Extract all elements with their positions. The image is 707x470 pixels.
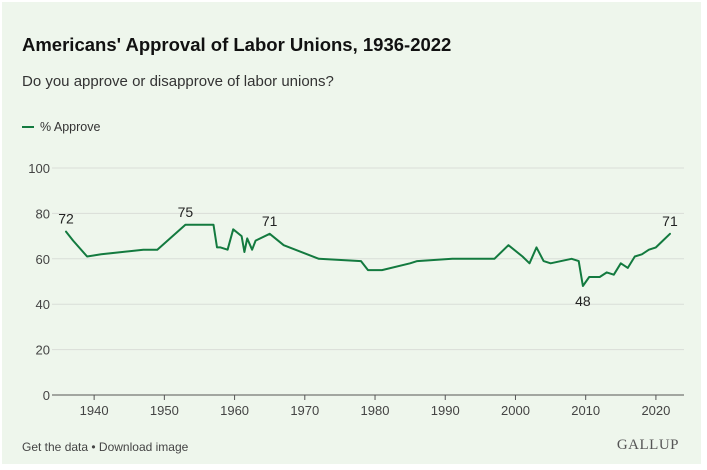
x-tick-label: 2000	[501, 403, 530, 418]
legend-label: % Approve	[40, 120, 101, 134]
axes: 0 20 40 60 80 100 1940 1950 1960 1970 1980 1990 2000…	[28, 161, 684, 418]
gallup-logo: GALLUP	[616, 437, 679, 453]
data-label: 75	[178, 204, 194, 220]
x-tick-label: 1950	[150, 403, 179, 418]
y-tick-label: 40	[36, 297, 50, 312]
series	[65, 223, 671, 287]
x-tick-label: 1980	[361, 403, 390, 418]
y-tick-label: 100	[28, 161, 50, 176]
legend-line-swatch	[22, 126, 34, 128]
legend: % Approve	[22, 120, 100, 134]
gridlines	[52, 167, 684, 351]
x-tick-label: 1990	[431, 403, 460, 418]
footer-links: Get the data • Download image	[22, 440, 188, 454]
data-labels: 72 75 71 48 71	[58, 204, 678, 309]
download-image-link[interactable]: Download image	[98, 440, 189, 454]
data-label: 72	[58, 211, 74, 227]
y-tick-label: 20	[36, 343, 50, 358]
data-label: 71	[262, 213, 278, 229]
x-tick-label: 1960	[220, 403, 249, 418]
chart-title: Americans' Approval of Labor Unions, 193…	[22, 34, 452, 55]
y-tick-label: 0	[43, 388, 50, 403]
chart-subtitle: Do you approve or disapprove of labor un…	[22, 73, 334, 90]
footer-separator: •	[88, 440, 99, 454]
series-line-approve	[65, 223, 671, 287]
y-tick-label: 60	[36, 252, 50, 267]
get-data-link[interactable]: Get the data	[22, 440, 89, 454]
x-tick-label: 1970	[290, 403, 319, 418]
y-tick-label: 80	[36, 206, 50, 221]
x-tick-label: 2020	[641, 403, 670, 418]
data-label: 48	[575, 293, 591, 309]
x-tick-label: 2010	[571, 403, 600, 418]
data-label: 71	[662, 213, 678, 229]
x-tick-label: 1940	[80, 403, 109, 418]
